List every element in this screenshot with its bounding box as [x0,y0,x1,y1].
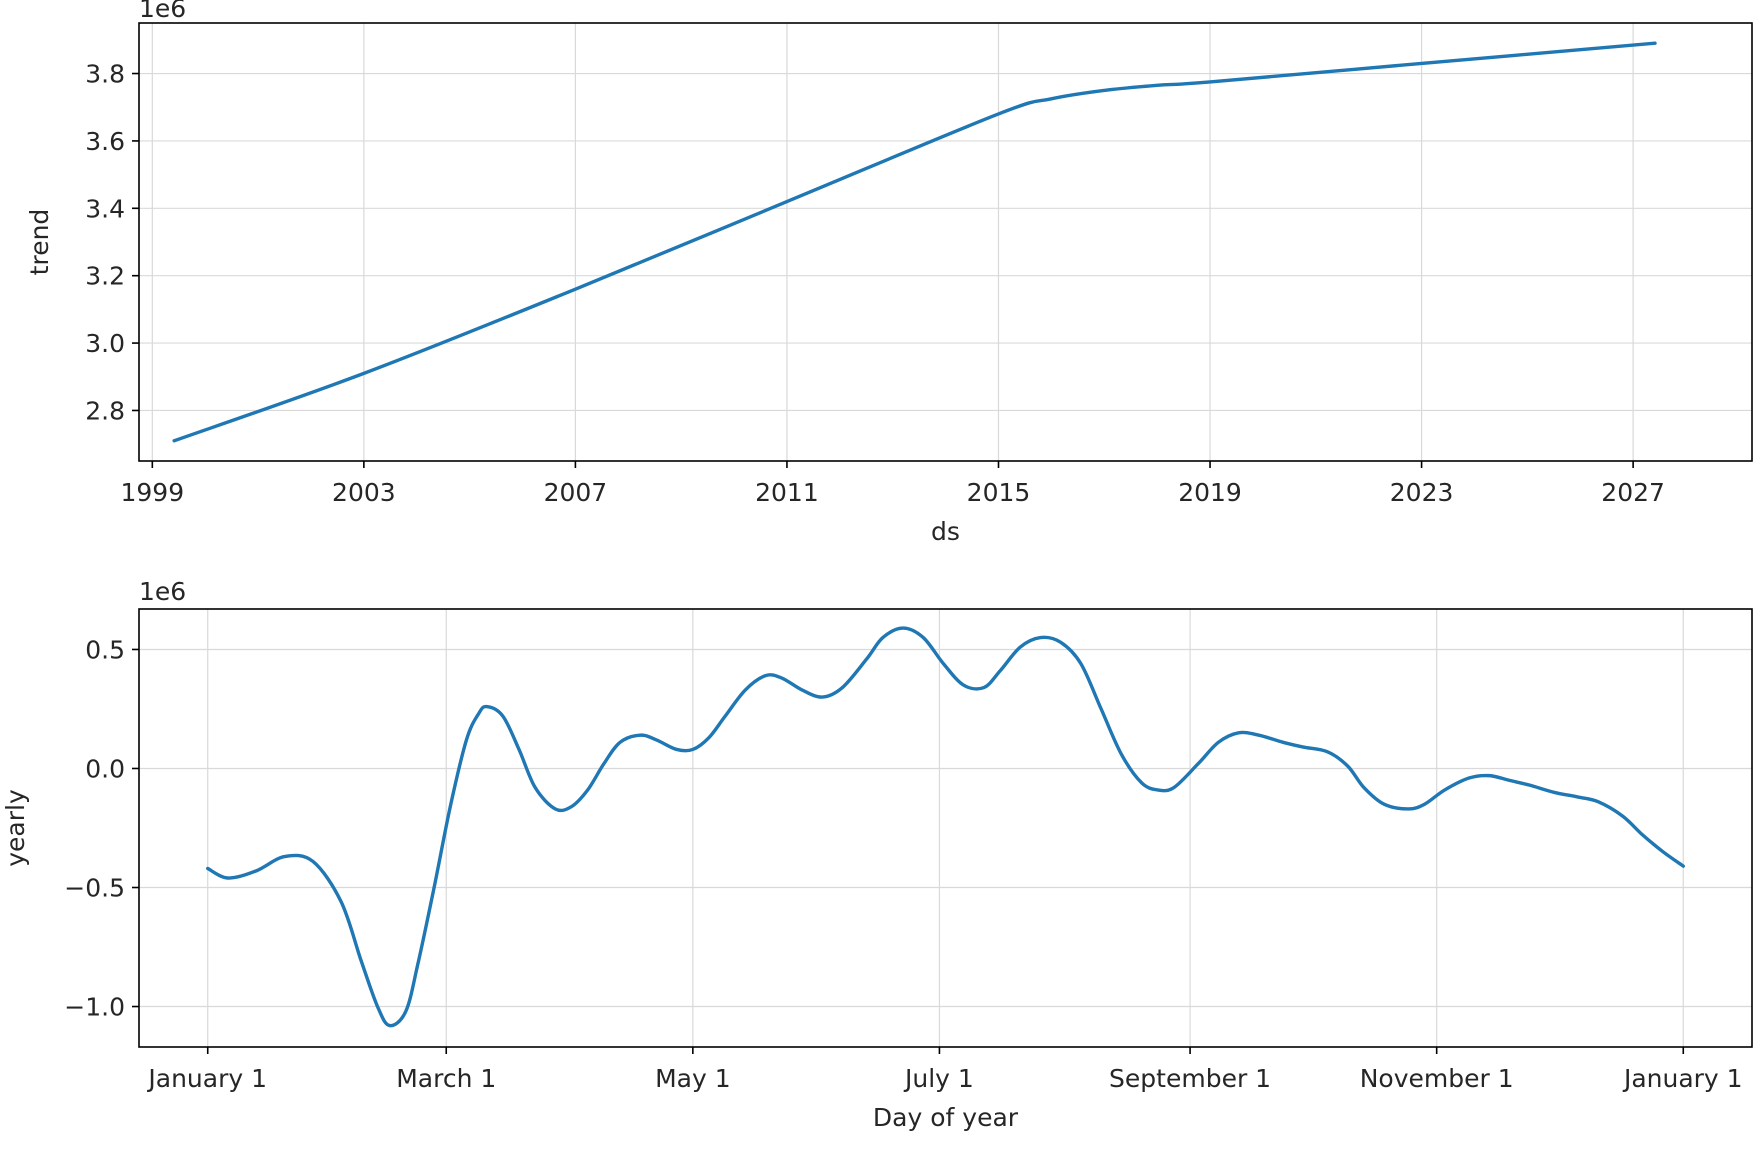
yearly-x-axis-label: Day of year [873,1103,1019,1132]
yearly-series-line [206,626,1685,1028]
yearly-y-tick-label: −1.0 [64,993,125,1022]
trend-x-tick-label: 2015 [967,478,1031,507]
yearly-x-tick-label: January 1 [1622,1064,1743,1093]
yearly-x-tick-label: September 1 [1109,1064,1271,1093]
trend-y-tick-label: 3.4 [85,194,125,223]
yearly-x-axis: January 1 March 1 May 1 July 1 September 1 No… [146,1047,1743,1093]
yearly-y-tick-label: 0.5 [85,635,125,664]
trend-series-line [172,41,1657,443]
yearly-grid [139,609,1752,1047]
yearly-x-tick-label: July 1 [903,1064,974,1093]
trend-grid [139,23,1752,461]
trend-x-tick-label: 2007 [544,478,608,507]
yearly-panel: January 1 March 1 May 1 July 1 September 1 No… [1,577,1753,1132]
trend-series [172,41,1657,443]
trend-plot-frame [138,22,1753,462]
trend-x-axis: 1999 2003 2007 2011 2015 2019 2023 2027 [121,461,1665,507]
yearly-y-offset-label: 1e6 [139,577,186,606]
yearly-x-tick-label: March 1 [396,1064,496,1093]
trend-x-axis-label: ds [931,517,960,546]
yearly-x-tick-label: November 1 [1360,1064,1514,1093]
trend-y-tick-label: 3.6 [85,127,125,156]
yearly-y-tick-label: −0.5 [64,874,125,903]
trend-panel: 1999 2003 2007 2011 2015 2019 2023 2027 2.8 3.0 3… [25,0,1753,546]
trend-y-tick-label: 2.8 [85,396,125,425]
trend-y-tick-label: 3.0 [85,329,125,358]
trend-y-tick-label: 3.8 [85,60,125,89]
yearly-series [206,626,1685,1028]
trend-y-axis: 2.8 3.0 3.2 3.4 3.6 3.8 [85,60,139,425]
yearly-x-tick-label: January 1 [146,1064,267,1093]
yearly-y-axis: −1.0 −0.5 0.0 0.5 [64,635,139,1022]
trend-x-tick-label: 2003 [332,478,396,507]
trend-x-tick-label: 2027 [1601,478,1665,507]
trend-y-tick-label: 3.2 [85,262,125,291]
trend-x-tick-label: 2023 [1390,478,1454,507]
yearly-x-tick-label: May 1 [655,1064,731,1093]
trend-x-tick-label: 2011 [755,478,819,507]
yearly-plot-frame [138,608,1753,1048]
trend-y-axis-label: trend [25,209,54,276]
trend-y-offset-label: 1e6 [139,0,186,23]
trend-x-tick-label: 1999 [121,478,185,507]
trend-x-tick-label: 2019 [1178,478,1242,507]
yearly-y-axis-label: yearly [1,789,30,867]
yearly-y-tick-label: 0.0 [85,754,125,783]
